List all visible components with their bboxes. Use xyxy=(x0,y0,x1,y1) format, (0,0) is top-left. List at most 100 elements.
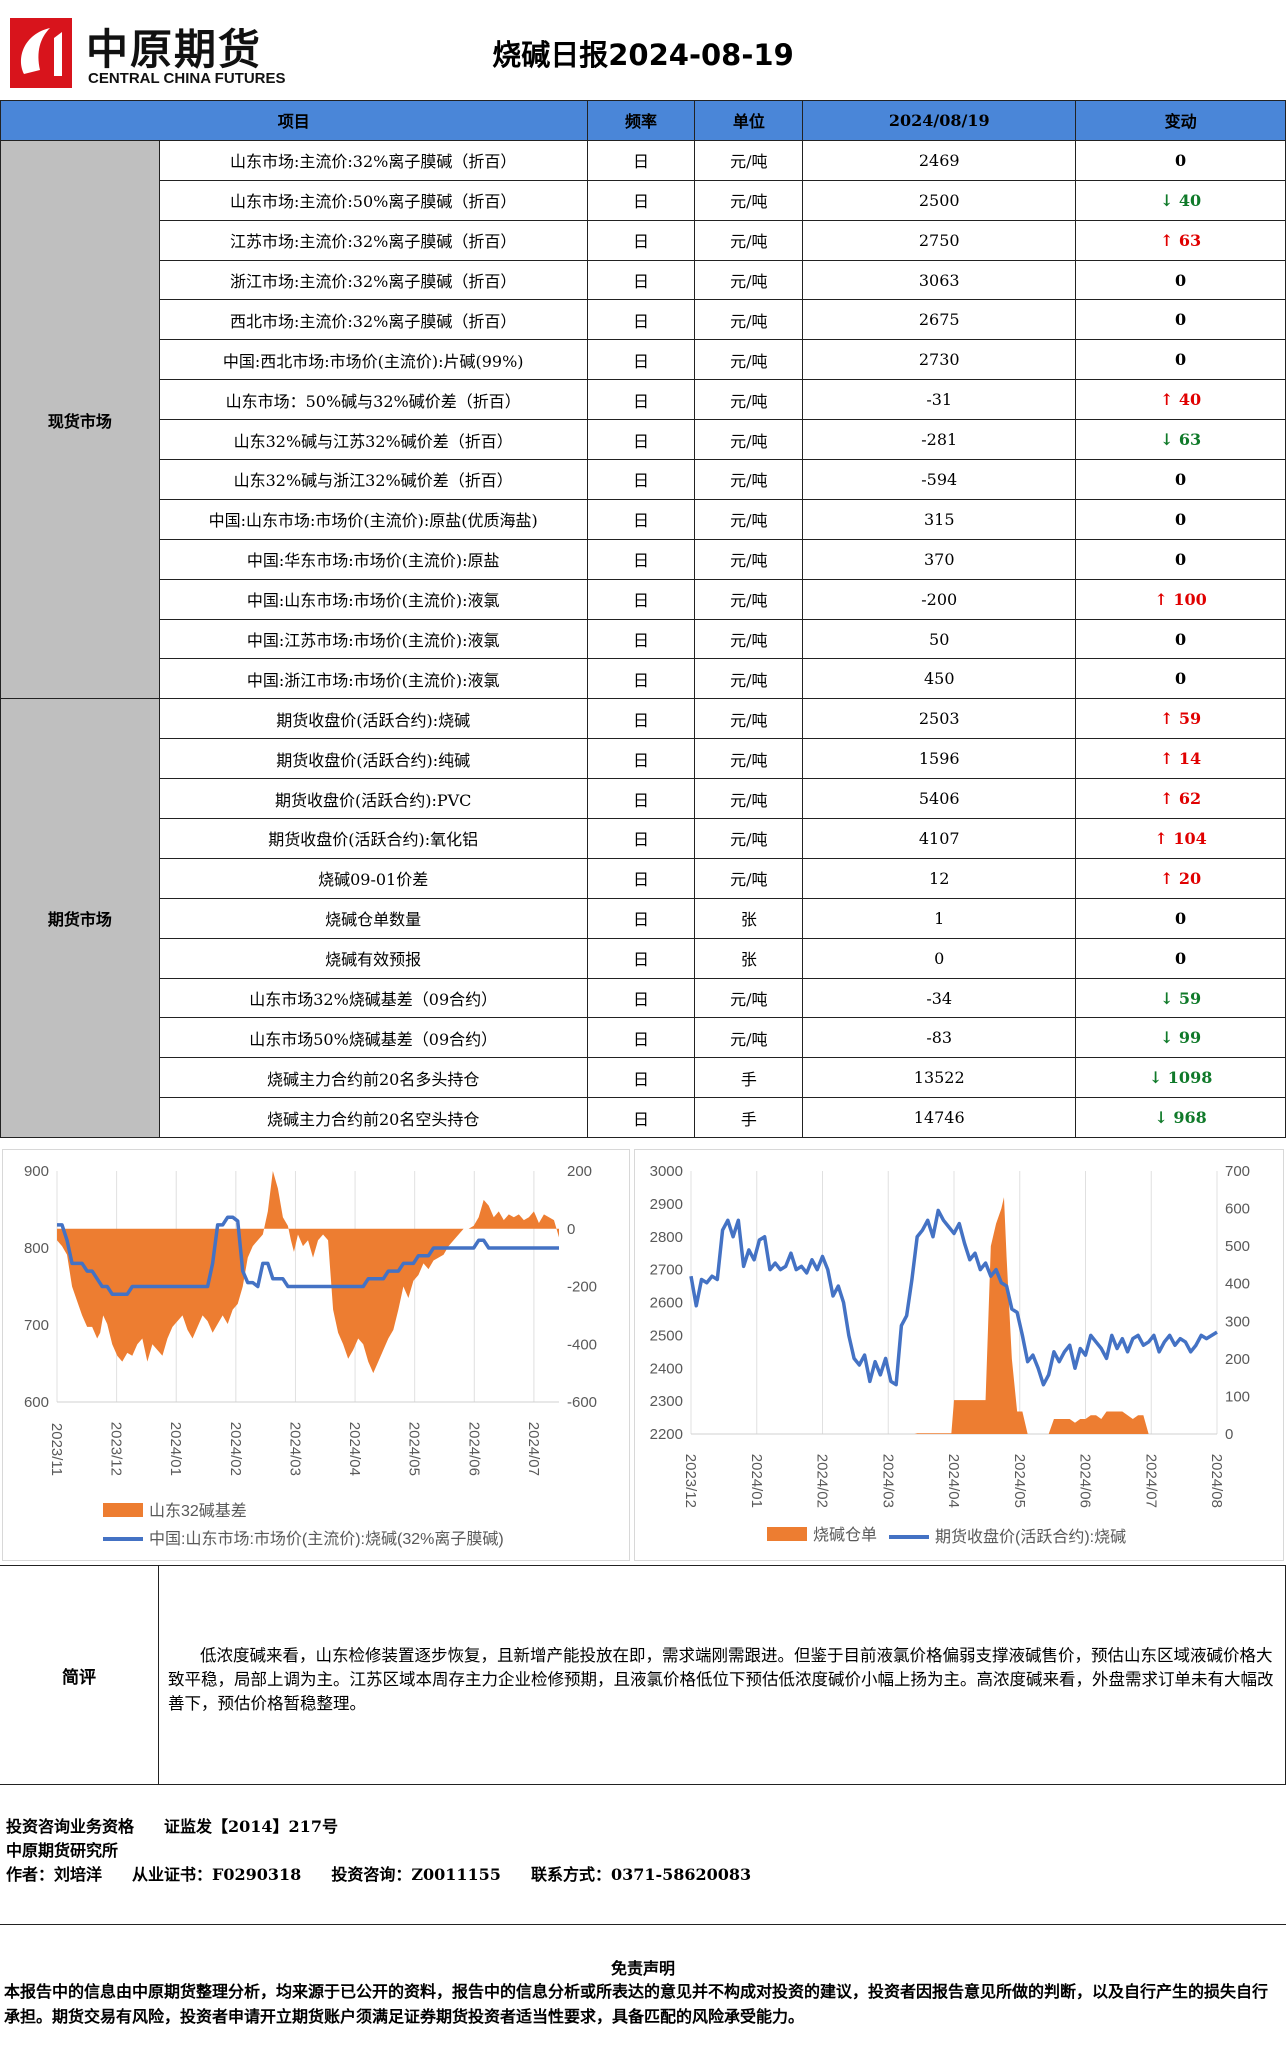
y-left-tick-label: 2600 xyxy=(650,1295,683,1312)
change-value: 63 xyxy=(1178,430,1202,450)
comment-section: 简评 低浓度碱来看，山东检修装置逐步恢复，且新增产能投放在即，需求端刚需跟进。但… xyxy=(0,1565,1286,1785)
x-tick-label: 2024/01 xyxy=(748,1454,765,1508)
x-tick-label: 2024/01 xyxy=(167,1422,184,1476)
change-value: 0 xyxy=(1175,509,1187,529)
arrow-down-icon: ↓ xyxy=(1159,988,1179,1008)
institute-name: 中原期货研究所 xyxy=(6,1841,119,1860)
y-right-tick-label: -400 xyxy=(567,1336,597,1353)
report-title: 烧碱日报2024-08-19 xyxy=(492,38,794,72)
item-cell: 烧碱主力合约前20名空头持仓 xyxy=(158,1097,588,1139)
disclaimer-text: 本报告中的信息由中原期货整理分析，均来源于已公开的资料，报告中的信息分析或所表达… xyxy=(4,1982,1269,2026)
change-cell: ↓ 99 xyxy=(1075,1017,1286,1059)
x-tick-label: 2024/07 xyxy=(1142,1454,1159,1508)
unit-cell: 元/吨 xyxy=(694,738,804,780)
x-tick-label: 2024/02 xyxy=(814,1454,831,1508)
item-cell: 期货收盘价(活跃合约):烧碱 xyxy=(158,698,588,740)
header-change: 变动 xyxy=(1075,100,1286,141)
table-row: 浙江市场:主流价:32%离子膜碱（折百）日元/吨 3063 0 xyxy=(1,259,1286,301)
value-cell: -31 xyxy=(802,379,1077,421)
value-cell: -83 xyxy=(802,1017,1077,1059)
value-cell: 2469 xyxy=(802,139,1077,181)
value-cell: 13522 xyxy=(802,1057,1077,1099)
table-row: 中国:西北市场:市场价(主流价):片碱(99%) 日元/吨 2730 0 xyxy=(1,339,1286,381)
value-cell: 0 xyxy=(802,937,1077,979)
y-left-tick-label: 800 xyxy=(24,1240,49,1257)
y-left-tick-label: 2500 xyxy=(650,1327,683,1344)
unit-cell: 元/吨 xyxy=(694,658,804,700)
change-value: 99 xyxy=(1178,1028,1202,1048)
freq-cell: 日 xyxy=(586,339,696,381)
arrow-down-icon: ↓ xyxy=(1159,430,1179,450)
table-row: 期货收盘价(活跃合约):纯碱日元/吨 1596 ↑ 14 xyxy=(1,738,1286,780)
disclaimer-title: 免责声明 xyxy=(610,1959,675,1978)
freq-cell: 日 xyxy=(586,538,696,580)
value-cell: -281 xyxy=(802,419,1077,461)
item-cell: 烧碱仓单数量 xyxy=(158,897,588,939)
change-value: 0 xyxy=(1175,350,1187,370)
value-cell: -200 xyxy=(802,578,1077,620)
item-cell: 中国:江苏市场:市场价(主流价):液氯 xyxy=(158,618,588,660)
change-cell: ↑ 62 xyxy=(1075,778,1286,820)
author: 作者：刘培洋 xyxy=(6,1865,103,1884)
arrow-down-icon: ↓ xyxy=(1159,190,1179,210)
header-unit: 单位 xyxy=(694,100,804,141)
freq-cell: 日 xyxy=(586,179,696,221)
item-cell: 中国:山东市场:市场价(主流价):原盐(优质海盐) xyxy=(158,498,588,540)
change-value: 0 xyxy=(1175,310,1187,330)
arrow-down-icon: ↓ xyxy=(1159,1028,1179,1048)
unit-cell: 手 xyxy=(694,1057,804,1099)
legend-area-swatch xyxy=(103,1503,143,1517)
table-row: 山东市场32%烧碱基差（09合约）日元/吨 -34 ↓ 59 xyxy=(1,977,1286,1019)
change-value: 20 xyxy=(1178,868,1202,888)
table-row: 山东市场:主流价:50%离子膜碱（折百）日元/吨 2500 ↓ 40 xyxy=(1,179,1286,221)
change-value: 0 xyxy=(1175,469,1187,489)
change-cell: ↑ 59 xyxy=(1075,698,1286,740)
change-value: 40 xyxy=(1178,390,1202,410)
warehouse-chart-svg: 3000290028002700260025002400230022007006… xyxy=(650,1163,1250,1546)
value-cell: 450 xyxy=(802,658,1077,700)
freq-cell: 日 xyxy=(586,618,696,660)
freq-cell: 日 xyxy=(586,259,696,301)
unit-cell: 元/吨 xyxy=(694,818,804,859)
freq-cell: 日 xyxy=(586,897,696,939)
value-cell: 2750 xyxy=(802,219,1077,261)
change-cell: ↑ 100 xyxy=(1075,578,1286,620)
x-tick-label: 2024/04 xyxy=(945,1454,962,1508)
legend-area-label: 山东32碱基差 xyxy=(149,1502,247,1520)
table-row: 现货市场 山东市场:主流价:32%离子膜碱（折百）日元/吨 2469 0 xyxy=(0,139,1286,700)
value-cell: 1596 xyxy=(802,738,1077,780)
table-row: 期货收盘价(活跃合约):PVC 日元/吨 5406 ↑ 62 xyxy=(1,778,1286,820)
table-row: 山东市场50%烧碱基差（09合约）日元/吨 -83 ↓ 99 xyxy=(1,1017,1286,1059)
qualification-label: 投资咨询业务资格 xyxy=(6,1817,135,1836)
unit-cell: 元/吨 xyxy=(694,379,804,421)
y-right-tick-label: 600 xyxy=(1225,1201,1250,1218)
change-cell: ↑ 40 xyxy=(1075,379,1286,421)
x-tick-label: 2024/08 xyxy=(1208,1454,1225,1508)
y-right-tick-label: 300 xyxy=(1225,1313,1250,1330)
arrow-down-icon: ↓ xyxy=(1154,1108,1174,1128)
item-cell: 山东市场：50%碱与32%碱价差（折百） xyxy=(158,379,588,421)
change-cell: 0 xyxy=(1075,498,1286,540)
unit-cell: 元/吨 xyxy=(694,299,804,341)
change-value: 968 xyxy=(1173,1108,1207,1128)
category-cell: 现货市场 xyxy=(0,139,160,700)
change-cell: ↑ 104 xyxy=(1075,818,1286,859)
cert-number: 从业证书：F0290318 xyxy=(132,1865,302,1884)
item-cell: 中国:华东市场:市场价(主流价):原盐 xyxy=(158,538,588,580)
value-cell: 4107 xyxy=(802,818,1077,859)
unit-cell: 元/吨 xyxy=(694,459,804,500)
change-cell: 0 xyxy=(1075,299,1286,341)
item-cell: 烧碱主力合约前20名多头持仓 xyxy=(158,1057,588,1099)
change-cell: ↓ 59 xyxy=(1075,977,1286,1019)
table-row: 中国:华东市场:市场价(主流价):原盐日元/吨 370 0 xyxy=(1,538,1286,580)
y-left-tick-label: 600 xyxy=(24,1394,49,1411)
value-cell: 370 xyxy=(802,538,1077,580)
y-right-tick-label: 500 xyxy=(1225,1238,1250,1255)
table-row: 江苏市场:主流价:32%离子膜碱（折百）日元/吨 2750 ↑ 63 xyxy=(1,219,1286,261)
x-tick-label: 2024/05 xyxy=(406,1422,423,1476)
x-tick-label: 2024/05 xyxy=(1011,1454,1028,1508)
value-cell: 1 xyxy=(802,897,1077,939)
arrow-up-icon: ↑ xyxy=(1159,230,1179,250)
y-left-tick-label: 2400 xyxy=(650,1360,683,1377)
comment-label: 简评 xyxy=(0,1566,159,1784)
